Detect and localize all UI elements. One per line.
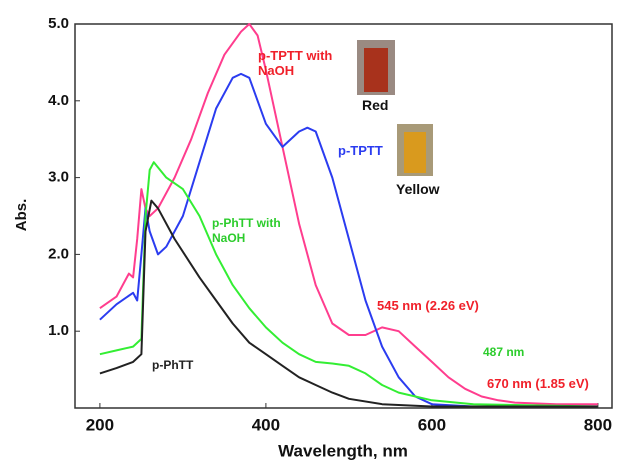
y-tick-label: 4.0 bbox=[48, 92, 69, 109]
x-tick-label: 200 bbox=[86, 415, 114, 434]
y-tick-label: 3.0 bbox=[48, 169, 69, 186]
x-tick-label: 600 bbox=[418, 415, 446, 434]
x-tick-label: 400 bbox=[252, 415, 280, 434]
annotation: 670 nm (1.85 eV) bbox=[487, 376, 589, 391]
plot-frame bbox=[74, 23, 613, 409]
x-axis-title: Wavelength, nm bbox=[278, 441, 408, 460]
y-tick-label: 1.0 bbox=[48, 322, 69, 339]
red-vial bbox=[364, 48, 388, 92]
series-line bbox=[99, 161, 598, 408]
annotation: Yellow bbox=[396, 181, 440, 197]
series-line bbox=[99, 23, 598, 406]
series-line bbox=[99, 199, 598, 408]
series-label: p-PhTT bbox=[152, 358, 194, 372]
series-line bbox=[99, 72, 598, 408]
series-label: p-TPTT bbox=[338, 143, 383, 158]
x-tick-label: 800 bbox=[584, 415, 612, 434]
annotation: 487 nm bbox=[483, 345, 525, 359]
series-label: p-TPTT with NaOH bbox=[258, 48, 333, 78]
annotation: Red bbox=[362, 97, 389, 113]
annotation: 545 nm (2.26 eV) bbox=[377, 298, 479, 313]
yellow-vial bbox=[404, 132, 426, 173]
y-tick-label: 2.0 bbox=[48, 245, 69, 262]
y-tick-label: 5.0 bbox=[48, 15, 69, 32]
series-label: p-PhTT with NaOH bbox=[212, 216, 281, 245]
y-axis-title: Abs. bbox=[13, 199, 30, 232]
